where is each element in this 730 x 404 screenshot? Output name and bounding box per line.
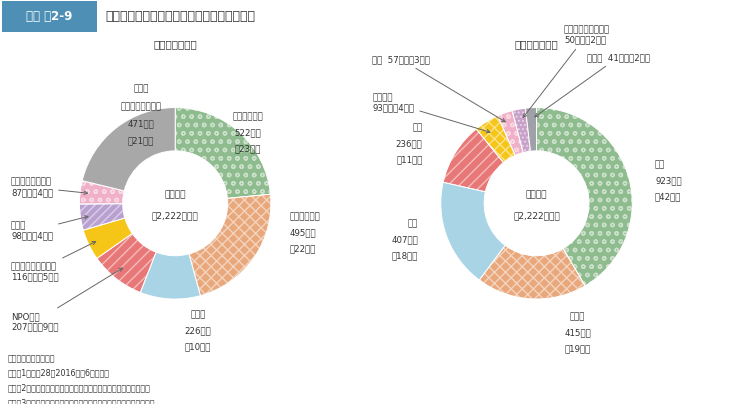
Bar	[2, 1, 97, 32]
Text: 畜産（飼料用作物）
50法人（2％）: 畜産（飼料用作物） 50法人（2％）	[523, 25, 610, 117]
Text: その他卉売・小売業
116法人（5％）: その他卉売・小売業 116法人（5％）	[11, 242, 96, 282]
Text: 工芸作物
93法人（4％）: 工芸作物 93法人（4％）	[372, 93, 490, 133]
Text: 415法人: 415法人	[564, 329, 591, 338]
Wedge shape	[140, 252, 200, 299]
Wedge shape	[441, 182, 505, 280]
Text: （2,222法人）: （2,222法人）	[513, 211, 560, 220]
Text: 教育・医療・福祉
87法人（4％）: 教育・医療・福祉 87法人（4％）	[11, 178, 88, 197]
Text: （11％）: （11％）	[396, 156, 423, 164]
Text: 図表 牱2-9: 図表 牱2-9	[26, 10, 72, 23]
Text: 農業・畜産業: 農業・畜産業	[233, 112, 264, 121]
Text: 参入法人: 参入法人	[164, 191, 186, 200]
Text: 3）その他卉売・小売業は食品関連以外の物品の卉売・小売業: 3）その他卉売・小売業は食品関連以外の物品の卉売・小売業	[7, 398, 155, 404]
Text: 果樹: 果樹	[412, 124, 423, 133]
Text: 業務形態別・営農作物別の一般法人の参入数: 業務形態別・営農作物別の一般法人の参入数	[105, 10, 255, 23]
Text: 注：1）平成28（2016）年6月末時点: 注：1）平成28（2016）年6月末時点	[7, 369, 109, 378]
Text: 資料：農林水産省調べ: 資料：農林水産省調べ	[7, 354, 55, 363]
Text: （サービス業他）: （サービス業他）	[120, 102, 161, 111]
Text: 食品関連産業: 食品関連産業	[289, 213, 320, 221]
Wedge shape	[175, 107, 271, 198]
Text: （18％）: （18％）	[391, 251, 418, 260]
Wedge shape	[80, 181, 124, 204]
Text: （21％）: （21％）	[128, 136, 154, 145]
Text: 野菜: 野菜	[655, 160, 665, 169]
Wedge shape	[189, 194, 271, 296]
Text: （業務形態別）: （業務形態別）	[153, 39, 197, 49]
Wedge shape	[82, 107, 175, 191]
Text: 建設業: 建設業	[191, 310, 206, 320]
Text: （22％）: （22％）	[289, 244, 315, 253]
Text: （10％）: （10％）	[185, 342, 211, 351]
Text: 製造業
98法人（4％）: 製造業 98法人（4％）	[11, 216, 88, 240]
Text: 花き  57法人（3％）: 花き 57法人（3％）	[372, 55, 505, 122]
Text: 407法人: 407法人	[391, 235, 418, 244]
Text: （営農作物別）: （営農作物別）	[515, 39, 558, 49]
Text: その他: その他	[134, 85, 149, 94]
Wedge shape	[479, 245, 585, 299]
Text: 参入法人: 参入法人	[526, 191, 548, 200]
Text: 複合: 複合	[408, 219, 418, 228]
Wedge shape	[526, 107, 537, 151]
Text: 米麦等: 米麦等	[570, 313, 585, 322]
Wedge shape	[80, 204, 125, 230]
Text: （42％）: （42％）	[655, 192, 682, 201]
Text: 522法人: 522法人	[235, 128, 261, 137]
Text: （23％）: （23％）	[235, 144, 261, 153]
Wedge shape	[498, 111, 523, 156]
Wedge shape	[97, 234, 156, 292]
Text: 236法人: 236法人	[396, 139, 423, 149]
Text: 471法人: 471法人	[128, 119, 154, 128]
Wedge shape	[537, 107, 632, 286]
Wedge shape	[512, 108, 531, 153]
Text: 226法人: 226法人	[185, 326, 212, 335]
Text: 2）教育・医療・福祉は学校法人・医療法人・社会福祉法人: 2）教育・医療・福祉は学校法人・医療法人・社会福祉法人	[7, 383, 150, 393]
Text: （2,222法人）: （2,222法人）	[152, 211, 199, 220]
Text: 495法人: 495法人	[289, 228, 316, 238]
Text: その他  41法人（2％）: その他 41法人（2％）	[535, 53, 650, 117]
Wedge shape	[476, 116, 515, 162]
Wedge shape	[443, 129, 504, 192]
Text: （19％）: （19％）	[564, 345, 591, 354]
Text: NPO法人
207法人（9％）: NPO法人 207法人（9％）	[11, 268, 123, 332]
Wedge shape	[83, 218, 132, 258]
Text: 923法人: 923法人	[655, 176, 682, 185]
